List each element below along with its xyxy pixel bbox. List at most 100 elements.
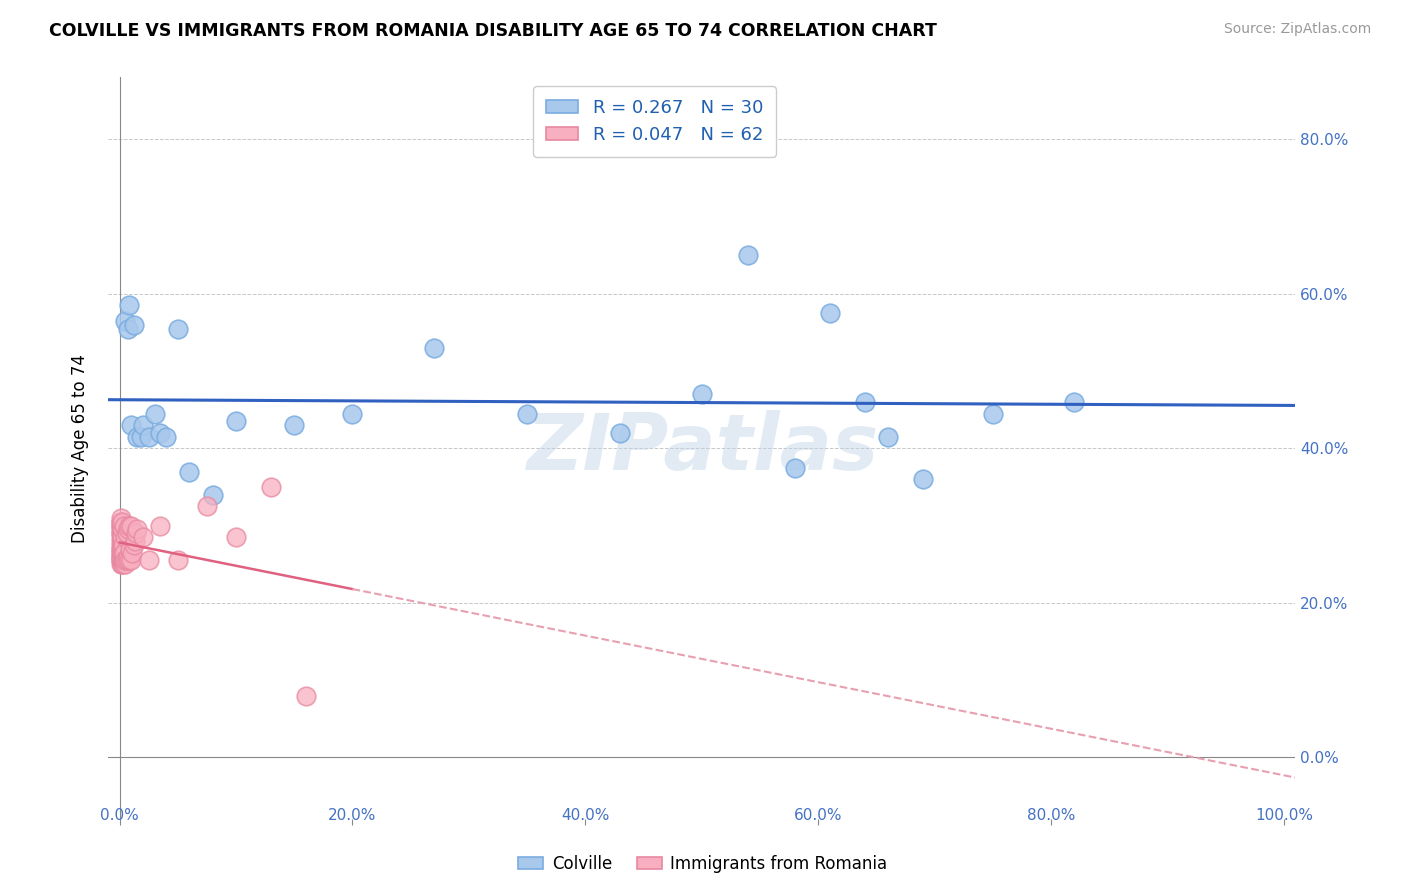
Point [111, 538, 134, 552]
Point [110, 518, 132, 533]
Point [877, 430, 900, 444]
Point [111, 546, 134, 560]
Point [122, 538, 145, 552]
Point [110, 530, 132, 544]
Point [423, 341, 446, 355]
Point [166, 553, 188, 567]
Point [149, 425, 172, 440]
Point [132, 418, 155, 433]
Point [111, 530, 134, 544]
Text: 0.0%: 0.0% [100, 807, 139, 822]
Point [112, 518, 135, 533]
Point [111, 515, 134, 529]
Point [110, 558, 132, 572]
Point [112, 558, 135, 572]
Point [283, 418, 305, 433]
Point [110, 549, 132, 564]
Point [112, 553, 135, 567]
Point [110, 534, 132, 549]
Point [132, 530, 155, 544]
Text: 100.0%: 100.0% [1254, 807, 1313, 822]
Point [110, 515, 132, 529]
Point [122, 318, 145, 332]
Point [110, 549, 132, 564]
Point [149, 518, 172, 533]
Point [110, 526, 132, 541]
Point [118, 298, 141, 312]
Point [516, 407, 538, 421]
Point [818, 306, 841, 320]
Point [225, 530, 247, 544]
Point [118, 518, 141, 533]
Point [737, 248, 759, 262]
Point [110, 553, 132, 567]
Point [118, 553, 141, 567]
Point [143, 407, 166, 421]
Point [112, 553, 135, 567]
Point [110, 511, 132, 525]
Point [342, 407, 364, 421]
Point [166, 321, 188, 335]
Point [120, 518, 142, 533]
Legend: R = 0.267   N = 30, R = 0.047   N = 62: R = 0.267 N = 30, R = 0.047 N = 62 [533, 87, 776, 157]
Point [201, 488, 224, 502]
Point [110, 515, 132, 529]
Point [117, 321, 139, 335]
Point [110, 546, 132, 560]
Point [1063, 395, 1085, 409]
Point [120, 541, 142, 556]
Point [115, 526, 138, 541]
Point [110, 538, 132, 552]
Point [121, 546, 143, 560]
Point [981, 407, 1004, 421]
Point [110, 523, 132, 537]
Legend: Colville, Immigrants from Romania: Colville, Immigrants from Romania [512, 848, 894, 880]
Point [115, 553, 138, 567]
Point [114, 314, 136, 328]
Point [114, 553, 136, 567]
Point [138, 553, 160, 567]
Point [127, 430, 149, 444]
Text: Source: ZipAtlas.com: Source: ZipAtlas.com [1223, 22, 1371, 37]
Y-axis label: Disability Age 65 to 74: Disability Age 65 to 74 [72, 354, 89, 542]
Point [138, 430, 160, 444]
Point [111, 553, 134, 567]
Text: 60.0%: 60.0% [794, 807, 842, 822]
Point [110, 546, 132, 560]
Point [609, 425, 631, 440]
Point [783, 460, 806, 475]
Point [114, 530, 136, 544]
Point [110, 553, 132, 567]
Point [114, 558, 136, 572]
Point [111, 549, 134, 564]
Point [853, 395, 876, 409]
Point [129, 430, 152, 444]
Point [117, 549, 139, 564]
Point [690, 387, 713, 401]
Point [225, 414, 247, 428]
Point [112, 546, 135, 560]
Point [110, 526, 132, 541]
Point [110, 541, 132, 556]
Point [127, 523, 149, 537]
Point [120, 418, 142, 433]
Point [111, 558, 134, 572]
Point [911, 472, 934, 486]
Point [179, 465, 201, 479]
Point [111, 541, 134, 556]
Point [110, 518, 132, 533]
Text: 80.0%: 80.0% [1026, 807, 1076, 822]
Point [110, 541, 132, 556]
Point [112, 546, 135, 560]
Point [295, 689, 318, 703]
Point [260, 480, 283, 494]
Text: COLVILLE VS IMMIGRANTS FROM ROMANIA DISABILITY AGE 65 TO 74 CORRELATION CHART: COLVILLE VS IMMIGRANTS FROM ROMANIA DISA… [49, 22, 936, 40]
Text: 40.0%: 40.0% [561, 807, 609, 822]
Point [112, 538, 135, 552]
Point [125, 526, 148, 541]
Point [111, 534, 134, 549]
Point [124, 534, 146, 549]
Point [111, 523, 134, 537]
Point [195, 500, 218, 514]
Text: ZIPatlas: ZIPatlas [526, 410, 877, 486]
